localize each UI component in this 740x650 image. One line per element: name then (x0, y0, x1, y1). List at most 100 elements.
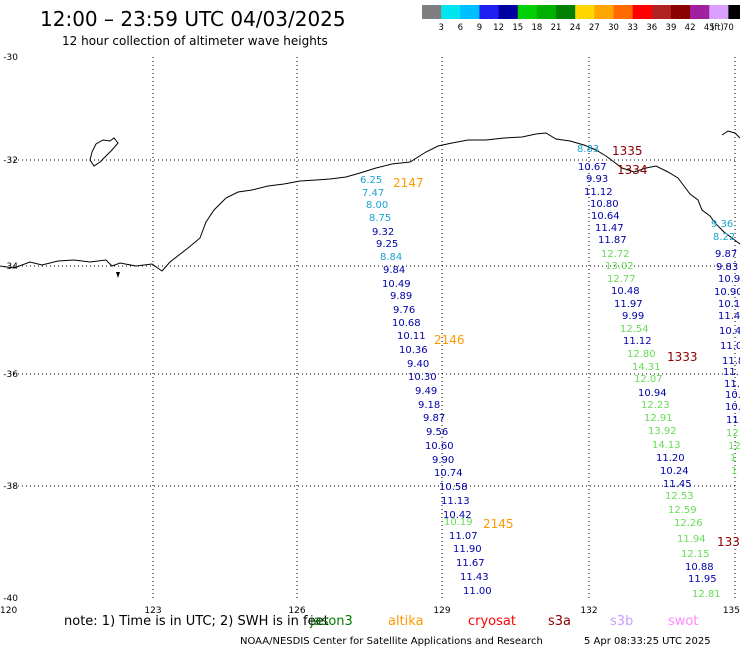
wave-height-value: 12.81 (692, 589, 721, 600)
note-text: note: 1) Time is in UTC; 2) SWH is in fe… (64, 614, 329, 629)
pass-number-label: 2145 (483, 517, 514, 531)
wave-height-value: 10.24 (660, 466, 689, 477)
coastline (0, 132, 740, 272)
latitude-label: -40 (3, 594, 18, 604)
wave-height-value: 12.07 (634, 374, 663, 385)
coast-fragment (721, 130, 740, 139)
wave-height-value: 10.90 (714, 287, 740, 298)
wave-height-value: 10.67 (578, 162, 607, 173)
wave-height-value: 11.20 (656, 453, 685, 464)
colorbar-swatch (422, 5, 442, 19)
latitude-label: -38 (3, 482, 18, 492)
wave-height-value: 10.94 (638, 388, 667, 399)
wave-height-value: 12 (728, 441, 740, 452)
satellite-legend-item: swot (668, 614, 698, 629)
wave-height-value: 11.07 (449, 531, 478, 542)
colorbar-swatch (728, 5, 740, 19)
wave-height-value: 10.48 (611, 286, 640, 297)
colorbar-swatch (651, 5, 672, 19)
wave-height-value: 11.13 (441, 496, 470, 507)
wave-height-value: 10.36 (399, 345, 428, 356)
longitude-label: 135 (723, 606, 740, 616)
colorbar-tick-label: 21 (551, 23, 562, 33)
wave-height-value: 11.4 (718, 311, 740, 322)
wave-height-value: 12. (726, 428, 740, 439)
colorbar-tick-label: 70 (723, 23, 734, 33)
wave-height-value: 6.25 (360, 175, 382, 186)
colorbar-tick-label: 9 (477, 23, 482, 33)
colorbar-tick-label: 36 (646, 23, 657, 33)
pass-number-label: 1335 (612, 144, 643, 158)
colorbar-swatch (613, 5, 634, 19)
pass-labels: 2147 2146 2145 1335 1334 1333 133 (393, 144, 740, 549)
wave-height-value: 12.77 (607, 274, 636, 285)
pass-number-label: 133 (717, 535, 740, 549)
longitude-label: 126 (288, 606, 305, 616)
wave-height-value: 9.40 (407, 359, 429, 370)
colorbar-swatch (670, 5, 691, 19)
wave-height-value: 8.84 (380, 252, 402, 263)
colorbar-tick-label: 30 (608, 23, 619, 33)
colorbar-swatch (498, 5, 519, 19)
wave-height-value: 8.22 (713, 232, 735, 243)
wave-height-value: 11.0 (720, 341, 740, 352)
satellite-legend: jason3 altika cryosat s3a s3b swot (309, 614, 698, 629)
colorbar-tick-label: 18 (531, 23, 542, 33)
wave-height-value: 9.18 (418, 400, 440, 411)
wave-height-value: 10.74 (434, 468, 463, 479)
wave-height-value: 11.8 (722, 356, 740, 367)
wave-height-value: 9.83 (716, 262, 738, 273)
wave-height-value: 11. (724, 379, 740, 390)
wave-height-value: 14.31 (632, 362, 661, 373)
latitude-label: -30 (3, 53, 18, 63)
coast-marker (116, 272, 120, 278)
wave-height-value: 9.76 (393, 305, 415, 316)
colorbar-swatch (479, 5, 499, 19)
wave-height-value: 1 (730, 453, 736, 464)
colorbar-tick-label: 12 (493, 23, 504, 33)
longitude-label: 123 (144, 606, 161, 616)
colorbar-tick-label: 15 (512, 23, 523, 33)
wave-height-value: 10.98 (718, 274, 740, 285)
wave-height-value: 12.23 (641, 400, 670, 411)
wave-height-value: 10.60 (425, 441, 454, 452)
wave-height-value: 11.67 (456, 558, 485, 569)
wave-height-value: 12.26 (674, 518, 703, 529)
wave-height-value: 1 (731, 466, 737, 477)
wave-height-value: 11.87 (598, 235, 627, 246)
island (89, 137, 119, 167)
footer-timestamp: 5 Apr 08:33:25 UTC 2025 (584, 636, 711, 647)
satellite-legend-item: s3b (610, 614, 633, 629)
wave-height-value: 8.83 (577, 144, 599, 155)
wave-height-value: 9.90 (432, 455, 454, 466)
wave-height-value: 11.97 (614, 299, 643, 310)
wave-height-value: 13.92 (648, 426, 677, 437)
wave-height-value: 12.59 (668, 505, 697, 516)
wave-height-value: 10.19 (444, 517, 473, 528)
colorbar-swatch (556, 5, 576, 19)
wave-height-value: 12.15 (681, 549, 710, 560)
colorbar-swatch (575, 5, 595, 19)
wave-height-value: 11. (726, 415, 740, 426)
wave-height-value: 13.02 (605, 261, 634, 272)
wave-height-value: 10. (725, 402, 740, 413)
wave-height-values: 6.257.478.008.759.329.258.849.8410.499.8… (360, 144, 740, 600)
wave-height-value: 11.95 (688, 574, 717, 585)
colorbar-swatch (690, 5, 710, 19)
wave-height-value: 9.32 (372, 227, 394, 238)
wave-height-value: 9.36 (711, 219, 733, 230)
colorbar-legend: 3 6 9 12 15 18 21 24 27 30 33 36 39 42 45 70 (422, 5, 740, 33)
colorbar-tick-label: 6 (458, 23, 463, 33)
colorbar-tick-label: 39 (666, 23, 677, 33)
pass-number-label: 1333 (667, 350, 698, 364)
wave-height-value: 9.87 (715, 249, 737, 260)
wave-height-value: 10.64 (591, 211, 620, 222)
wave-height-value: 9.25 (376, 239, 398, 250)
wave-height-value: 10.30 (408, 372, 437, 383)
wave-height-value: 11.94 (677, 534, 706, 545)
satellite-legend-item: cryosat (468, 614, 516, 629)
colorbar-tick-label: 27 (589, 23, 600, 33)
map-subtitle: 12 hour collection of altimeter wave hei… (62, 34, 328, 48)
map-title: 12:00 – 23:59 UTC 04/03/2025 (40, 7, 346, 31)
wave-height-value: 12.91 (644, 413, 673, 424)
